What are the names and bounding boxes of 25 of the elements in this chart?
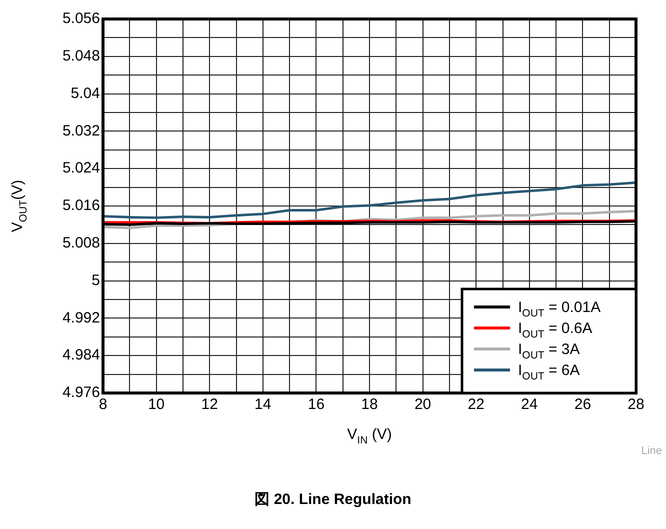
y-tick-label: 5 xyxy=(92,272,100,289)
y-tick-label: 5.032 xyxy=(62,122,100,140)
x-tick-label: 18 xyxy=(361,396,378,414)
x-tick-label: 22 xyxy=(468,396,484,414)
text: 図 20. Line Regulation xyxy=(254,491,412,508)
x-tick-label: 24 xyxy=(521,396,538,414)
x-tick-label: 20 xyxy=(414,396,432,414)
text: Line xyxy=(641,445,662,457)
y-tick-label: 4.984 xyxy=(62,346,100,364)
x-tick-label: 16 xyxy=(308,396,325,414)
x-tick-label: 12 xyxy=(201,396,218,414)
y-tick-label: 5.008 xyxy=(62,234,100,252)
x-tick-label: 10 xyxy=(148,396,165,414)
y-tick-label: 4.992 xyxy=(62,309,100,326)
x-tick-label: 14 xyxy=(254,396,272,414)
y-tick-label: 4.976 xyxy=(62,384,100,402)
y-tick-label: 5.024 xyxy=(62,160,100,177)
x-tick-label: 28 xyxy=(628,396,644,414)
y-tick-label: 5.056 xyxy=(62,10,100,28)
y-axis-title: VOUT(V) xyxy=(9,180,30,232)
x-tick-label: 8 xyxy=(98,396,108,414)
y-tick-label: 5.04 xyxy=(70,84,100,102)
x-tick-label: 26 xyxy=(574,396,592,414)
y-tick-label: 5.048 xyxy=(62,48,100,65)
y-tick-label: 5.016 xyxy=(62,197,100,214)
